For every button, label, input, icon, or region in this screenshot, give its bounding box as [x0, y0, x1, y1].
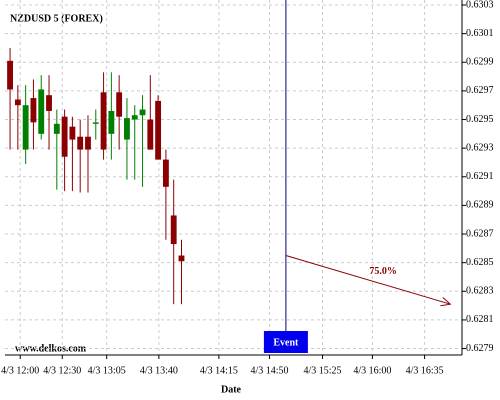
y-tick-label: 0.6283 — [466, 286, 494, 297]
candle-body — [178, 255, 185, 262]
x-tick-label: 4/3 12:00 — [1, 365, 39, 376]
x-axis-title: Date — [221, 384, 242, 395]
candle-body — [139, 109, 146, 116]
candle-body — [14, 99, 21, 106]
y-tick-label: 0.6293 — [466, 142, 494, 153]
candle-body — [46, 95, 52, 111]
candle-body — [116, 92, 123, 117]
candle-body — [155, 100, 162, 160]
candle-body — [108, 110, 115, 134]
event-box — [263, 331, 308, 353]
candle-body — [92, 122, 99, 124]
chart-title: NZDUSD 5 (FOREX) — [10, 13, 103, 24]
x-tick-label: 4/3 13:40 — [140, 365, 178, 376]
candle-body — [85, 136, 91, 150]
y-tick-label: 0.6289 — [466, 200, 494, 211]
candle-body — [77, 136, 84, 150]
x-tick-label: 4/3 16:35 — [406, 365, 444, 376]
x-tick-label: 4/3 16:00 — [353, 365, 391, 376]
x-tick-label: 4/3 14:15 — [200, 365, 238, 376]
candle-body — [53, 123, 60, 134]
candle-body — [131, 115, 138, 120]
y-tick-label: 0.6297 — [466, 85, 494, 96]
event-label: Event — [273, 337, 299, 348]
y-tick-label: 0.6281 — [466, 314, 494, 325]
candle-body — [61, 116, 68, 157]
projection-label: 75.0% — [369, 266, 397, 277]
x-tick-label: 4/3 14:50 — [251, 365, 289, 376]
projection-arrowhead — [440, 297, 452, 307]
y-tick-label: 0.6295 — [466, 114, 494, 125]
x-tick-label: 4/3 13:05 — [88, 365, 126, 376]
y-tick-label: 0.6299 — [466, 57, 494, 68]
watermark: www.delkos.com — [15, 343, 87, 354]
y-tick-label: 0.6285 — [466, 257, 494, 268]
y-tick-label: 0.6301 — [466, 28, 494, 39]
candle-body — [162, 159, 169, 187]
candle-body — [124, 118, 130, 140]
x-tick-label: 4/3 12:30 — [43, 365, 81, 376]
candle-body — [30, 98, 37, 123]
y-tick-label: 0.6291 — [466, 171, 494, 182]
candle-body — [147, 119, 154, 150]
candle-body — [170, 215, 177, 245]
projection-line — [285, 255, 451, 305]
candle-body — [22, 105, 29, 150]
candle-body — [7, 60, 13, 90]
candle-body — [38, 89, 45, 134]
y-tick-label: 0.6287 — [466, 228, 494, 239]
y-tick-label: 0.6303 — [466, 0, 494, 10]
candle-body — [69, 126, 76, 140]
candle-body — [100, 92, 107, 150]
y-tick-label: 0.6279 — [466, 343, 494, 354]
x-tick-label: 4/3 15:25 — [303, 365, 341, 376]
